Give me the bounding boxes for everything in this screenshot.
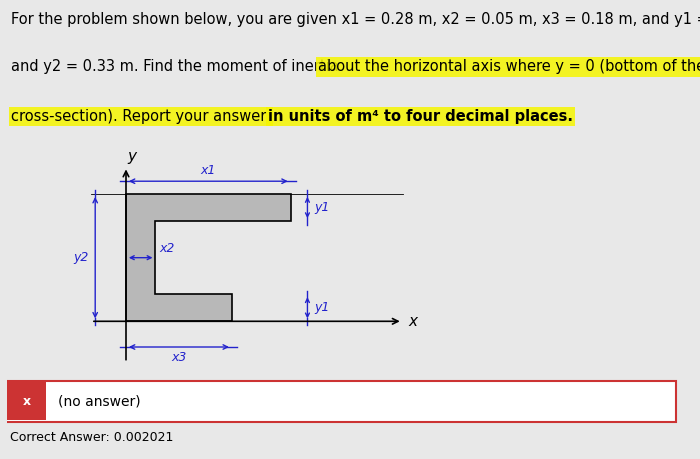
Text: y: y	[127, 149, 136, 164]
Text: (no answer): (no answer)	[58, 394, 141, 409]
FancyBboxPatch shape	[4, 381, 676, 422]
Text: cross-section). Report your answer: cross-section). Report your answer	[11, 109, 271, 124]
Text: y2: y2	[73, 251, 88, 264]
Text: x1: x1	[201, 163, 216, 177]
Text: Correct Answer: 0.002021: Correct Answer: 0.002021	[10, 431, 174, 444]
Text: y1: y1	[314, 301, 330, 314]
Text: For the problem shown below, you are given x1 = 0.28 m, x2 = 0.05 m, x3 = 0.18 m: For the problem shown below, you are giv…	[11, 12, 700, 28]
Text: about the horizontal axis where y = 0 (bottom of the: about the horizontal axis where y = 0 (b…	[318, 60, 700, 74]
Text: in units of m⁴ to four decimal places.: in units of m⁴ to four decimal places.	[268, 109, 573, 124]
Polygon shape	[126, 194, 290, 321]
Text: x2: x2	[160, 242, 175, 255]
Text: y1: y1	[314, 201, 330, 214]
Text: x: x	[408, 314, 417, 329]
Text: x3: x3	[172, 351, 187, 364]
Text: x: x	[22, 395, 31, 408]
FancyBboxPatch shape	[7, 382, 46, 420]
Text: and y2 = 0.33 m. Find the moment of inertia: and y2 = 0.33 m. Find the moment of iner…	[11, 60, 343, 74]
